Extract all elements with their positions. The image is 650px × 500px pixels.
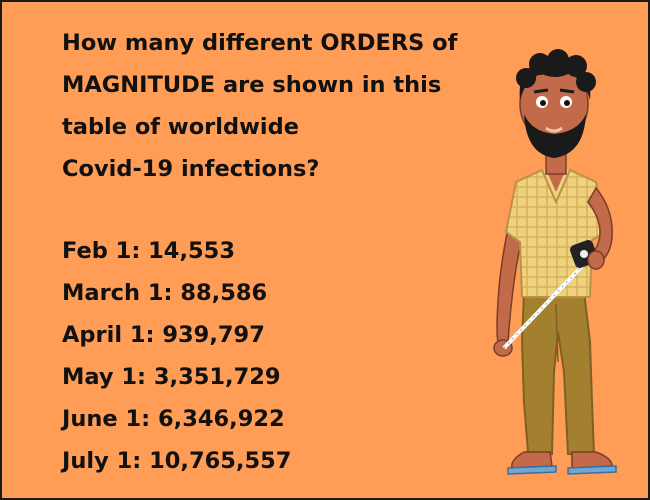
right-hand — [587, 250, 605, 270]
left-foot — [511, 451, 553, 469]
date-label: April 1: — [62, 322, 155, 348]
infection-count: 3,351,729 — [153, 364, 281, 390]
infection-count: 6,346,922 — [158, 406, 285, 432]
infection-count: 939,797 — [162, 322, 265, 348]
infection-count: 88,586 — [180, 280, 268, 306]
infection-row: Feb 1: 14,553 — [62, 230, 291, 272]
infection-row: March 1: 88,586 — [62, 272, 291, 314]
right-foot — [571, 451, 613, 469]
date-label: July 1: — [62, 448, 142, 474]
infection-row: July 1: 10,765,557 — [62, 440, 291, 482]
infection-row: June 1: 6,346,922 — [62, 398, 291, 440]
infection-count: 10,765,557 — [149, 448, 292, 474]
right-sandal — [567, 465, 617, 475]
date-label: May 1: — [62, 364, 147, 390]
date-label: March 1: — [62, 280, 173, 306]
left-sandal — [507, 465, 557, 475]
question-line: How many different ORDERS of — [62, 30, 458, 56]
date-label: June 1: — [62, 406, 151, 432]
infection-row: April 1: 939,797 — [62, 314, 291, 356]
question-line: Covid-19 infections? — [62, 156, 320, 182]
infection-count: 14,553 — [148, 238, 235, 264]
infection-row: May 1: 3,351,729 — [62, 356, 291, 398]
question-text: How many different ORDERS of MAGNITUDE a… — [62, 22, 482, 190]
pants — [520, 291, 596, 456]
question-line: table of worldwide — [62, 114, 299, 140]
date-label: Feb 1: — [62, 238, 141, 264]
beard — [524, 114, 586, 158]
infections-list: Feb 1: 14,553 March 1: 88,586 April 1: 9… — [62, 230, 291, 482]
question-line: MAGNITUDE are shown in this — [62, 72, 442, 98]
man-with-measuring-tape-illustration — [493, 49, 617, 475]
